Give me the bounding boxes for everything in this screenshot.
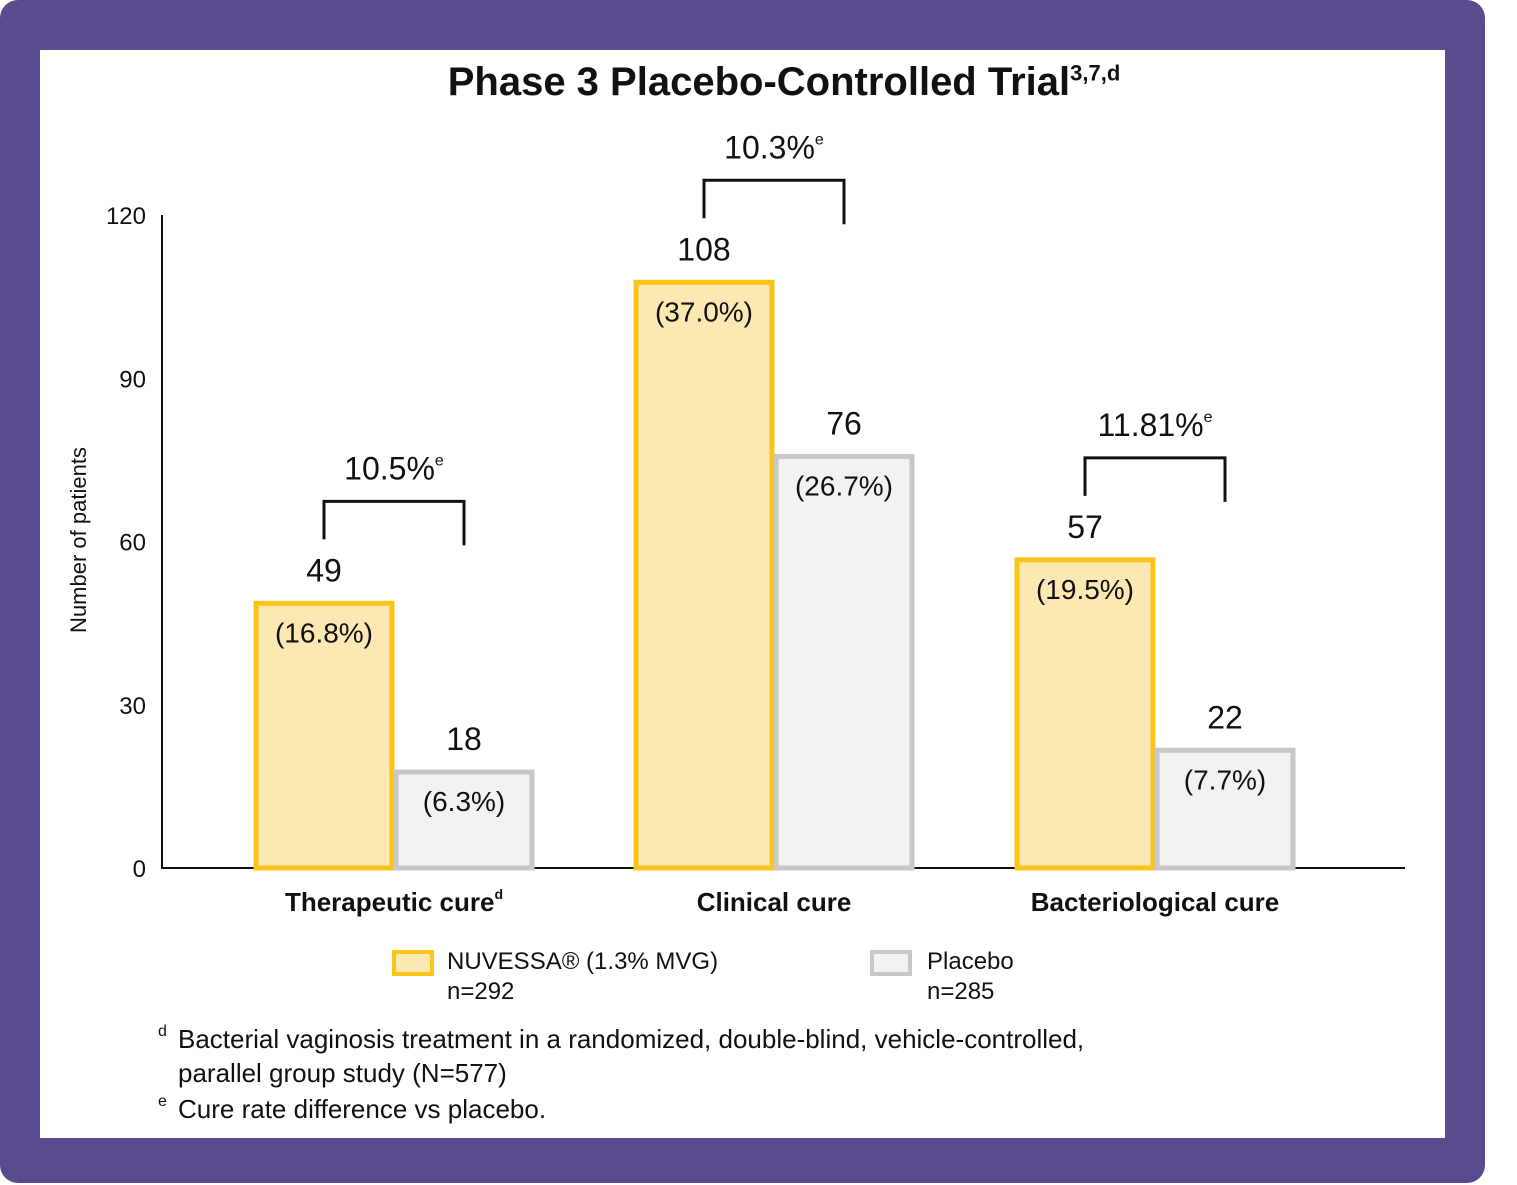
difference-bracket <box>322 499 466 546</box>
x-category-label: Therapeutic cured <box>285 886 503 917</box>
difference-label: 10.5%e <box>344 450 444 486</box>
x-category-text: Clinical cure <box>697 887 852 917</box>
difference-bracket <box>1083 456 1227 502</box>
chart-title: Phase 3 Placebo-Controlled Trial3,7,d <box>447 60 1121 104</box>
difference-sup: e <box>435 452 444 469</box>
footnote-e: e Cure rate difference vs placebo. <box>158 1092 546 1126</box>
title-superscript: 3,7,d <box>1070 60 1121 86</box>
bar-value-label: 108 <box>677 231 730 267</box>
bar-percent-label: (16.8%) <box>275 617 373 648</box>
bar-percent-label: (7.7%) <box>1184 764 1266 795</box>
y-tick-label: 60 <box>119 530 146 557</box>
legend-placebo-n: n=285 <box>927 978 995 1005</box>
bar-placebo <box>393 769 535 871</box>
footnote-d-mark: d <box>158 1023 167 1040</box>
legend-nuvessa-n: n=292 <box>447 978 515 1005</box>
x-category-label: Clinical cure <box>697 887 852 917</box>
bar-nuvessa <box>1014 557 1156 871</box>
footnote-e-mark: e <box>158 1093 167 1110</box>
bar-value-label: 49 <box>306 552 342 588</box>
bar-placebo <box>773 453 915 871</box>
bar-percent-label: (26.7%) <box>795 470 893 501</box>
y-axis-label: Number of patients <box>66 447 91 633</box>
bar-placebo <box>1154 747 1296 871</box>
difference-label: 11.81%e <box>1097 407 1212 443</box>
legend-placebo-name: Placebo <box>927 948 1014 975</box>
footnote-d-line1: Bacterial vaginosis treatment in a rando… <box>178 1024 1085 1054</box>
x-category-text: Bacteriological cure <box>1031 887 1280 917</box>
legend-swatch-placebo <box>870 950 912 976</box>
footnote-d: d Bacterial vaginosis treatment in a rand… <box>158 1022 1084 1090</box>
x-category-text: Therapeutic cure <box>285 887 495 917</box>
x-category-sup: d <box>494 886 503 902</box>
footnote-d-line2: parallel group study (N=577) <box>178 1058 507 1088</box>
x-category-label: Bacteriological cure <box>1031 887 1280 917</box>
difference-sup: e <box>815 131 824 148</box>
y-tick-label: 90 <box>119 366 146 393</box>
y-tick-label: 0 <box>133 856 146 883</box>
y-tick-label: 120 <box>106 203 146 230</box>
bar-value-label: 22 <box>1207 699 1243 735</box>
legend-swatch-nuvessa <box>392 950 434 976</box>
difference-value: 10.5% <box>344 450 435 486</box>
footnote-e-line1: Cure rate difference vs placebo. <box>178 1094 547 1124</box>
difference-sup: e <box>1204 409 1213 426</box>
bar-percent-label: (19.5%) <box>1036 574 1134 605</box>
difference-bracket <box>702 178 846 225</box>
legend-label-nuvessa: NUVESSA® (1.3% MVG) n=292 <box>447 947 718 1007</box>
bar-value-label: 18 <box>446 721 482 757</box>
legend-nuvessa-name: NUVESSA® (1.3% MVG) <box>447 948 719 975</box>
bar-value-label: 76 <box>826 405 862 441</box>
y-tick-label: 30 <box>119 693 146 720</box>
legend-label-placebo: Placebo n=285 <box>927 947 1014 1007</box>
bar-value-label: 57 <box>1067 509 1103 545</box>
bar-percent-label: (37.0%) <box>655 296 753 327</box>
difference-value: 10.3% <box>724 129 815 165</box>
bar-percent-label: (6.3%) <box>423 786 505 817</box>
bar-nuvessa <box>633 279 775 871</box>
bar-nuvessa <box>253 600 395 871</box>
difference-value: 11.81% <box>1097 407 1203 443</box>
difference-label: 10.3%e <box>724 129 824 165</box>
